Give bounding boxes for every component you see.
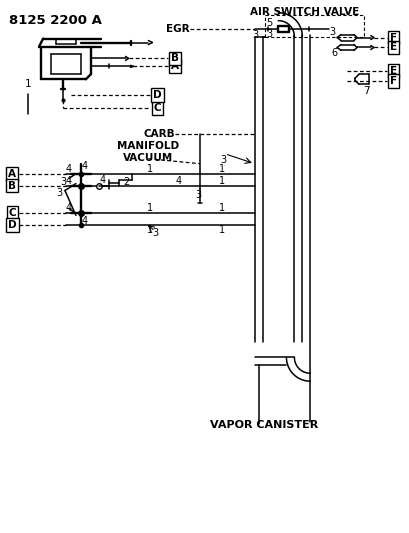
Text: 4: 4 xyxy=(81,160,88,171)
Text: 4: 4 xyxy=(99,175,106,184)
Text: 7: 7 xyxy=(363,86,369,96)
Text: 4: 4 xyxy=(81,216,88,227)
Text: 4: 4 xyxy=(66,164,72,174)
Text: 1: 1 xyxy=(218,175,225,185)
Text: D: D xyxy=(153,90,161,100)
Text: CARB: CARB xyxy=(143,129,175,139)
Text: B: B xyxy=(8,181,16,191)
Text: 1: 1 xyxy=(147,164,153,174)
Text: 3: 3 xyxy=(195,190,201,200)
Text: AIR SWITCH VALVE: AIR SWITCH VALVE xyxy=(249,7,358,17)
Text: 3: 3 xyxy=(152,228,158,238)
Text: F: F xyxy=(389,76,396,86)
Text: F: F xyxy=(389,33,396,43)
Text: D: D xyxy=(8,220,17,230)
Text: 4: 4 xyxy=(66,175,72,185)
Text: 4: 4 xyxy=(66,204,72,213)
Text: MANIFOLD
VACUUM: MANIFOLD VACUUM xyxy=(117,141,179,163)
Text: 3: 3 xyxy=(56,189,62,198)
Text: 8125 2200 A: 8125 2200 A xyxy=(9,14,102,27)
Text: E: E xyxy=(389,43,396,52)
Text: 2: 2 xyxy=(123,176,129,187)
Text: B: B xyxy=(171,53,179,63)
Text: 1: 1 xyxy=(218,225,225,235)
Text: 1: 1 xyxy=(218,204,225,213)
Text: 3: 3 xyxy=(266,29,272,38)
Text: 3: 3 xyxy=(220,155,226,165)
Text: A: A xyxy=(8,168,16,179)
Text: 1: 1 xyxy=(147,204,153,213)
Text: 5: 5 xyxy=(266,18,272,28)
Text: 3: 3 xyxy=(252,30,258,39)
Text: C: C xyxy=(153,103,161,113)
Text: 4: 4 xyxy=(175,175,181,185)
Text: C: C xyxy=(9,208,16,219)
Text: EGR: EGR xyxy=(166,23,190,34)
Text: 1: 1 xyxy=(147,225,153,235)
Text: A: A xyxy=(171,61,179,71)
Text: 1: 1 xyxy=(218,164,225,174)
Text: VAPOR CANISTER: VAPOR CANISTER xyxy=(210,420,318,430)
Text: 6: 6 xyxy=(330,49,336,59)
Text: 3: 3 xyxy=(60,176,66,187)
Text: 3: 3 xyxy=(328,27,335,37)
Text: E: E xyxy=(389,66,396,76)
Text: 1: 1 xyxy=(25,79,31,89)
